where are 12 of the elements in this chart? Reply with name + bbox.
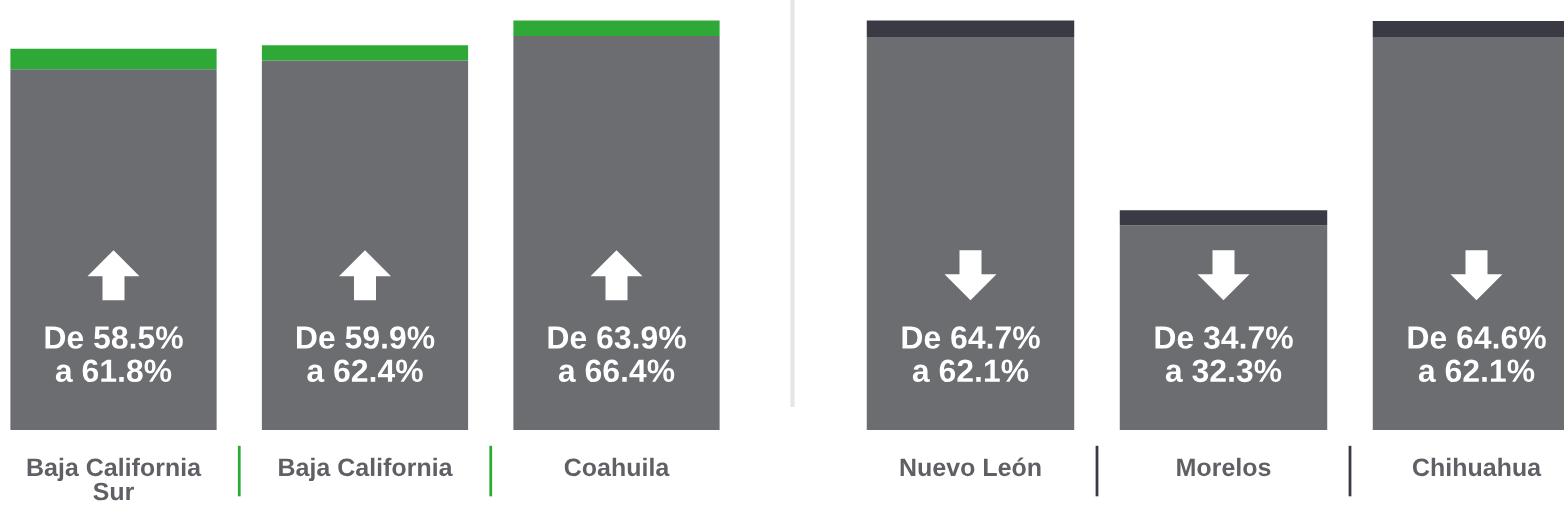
x-tick-label: Chihuahua (1412, 457, 1542, 477)
data-label: De 63.9% a 66.4% (548, 326, 686, 383)
x-tick-label: Baja California (279, 457, 453, 482)
x-tick-label: Baja California Sur (27, 457, 202, 501)
data-label: De 64.7% a 62.1% (902, 326, 1040, 383)
x-tick-label: Coahuila (564, 457, 670, 477)
x-tick-label: Nuevo León (900, 457, 1041, 477)
data-label: De 59.9% a 62.4% (297, 326, 435, 383)
data-label: De 34.7% a 32.3% (1155, 326, 1293, 383)
data-label: De 64.6% a 62.1% (1408, 326, 1546, 383)
data-label: De 58.5% a 61.8% (45, 326, 183, 383)
x-tick-label: Morelos (1177, 457, 1271, 477)
